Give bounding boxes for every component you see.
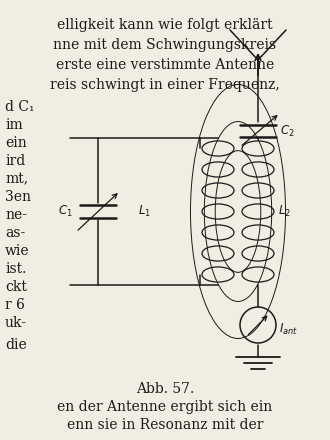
Text: Abb. 57.: Abb. 57.: [136, 382, 194, 396]
Text: ne-: ne-: [5, 208, 27, 222]
Text: r 6: r 6: [5, 298, 25, 312]
Text: elligkeit kann wie folgt erklärt: elligkeit kann wie folgt erklärt: [57, 18, 273, 32]
Text: mt,: mt,: [5, 172, 28, 186]
Text: $C_2$: $C_2$: [280, 124, 295, 139]
Text: ein: ein: [5, 136, 27, 150]
Text: d C₁: d C₁: [5, 100, 35, 114]
Text: ckt: ckt: [5, 280, 27, 294]
Text: wie: wie: [5, 244, 30, 258]
Text: $L_1$: $L_1$: [139, 204, 151, 219]
Text: die: die: [5, 338, 27, 352]
Text: nne mit dem Schwingungskreis: nne mit dem Schwingungskreis: [53, 38, 277, 52]
Text: $L_2$: $L_2$: [278, 204, 291, 219]
Text: ist.: ist.: [5, 262, 26, 276]
Text: uk-: uk-: [5, 316, 27, 330]
Text: ird: ird: [5, 154, 25, 168]
Text: $I_{ant}$: $I_{ant}$: [279, 322, 298, 337]
Text: erste eine verstimmte Antenne: erste eine verstimmte Antenne: [56, 58, 274, 72]
Text: as-: as-: [5, 226, 25, 240]
Text: 3en: 3en: [5, 190, 31, 204]
Text: $C_1$: $C_1$: [58, 204, 73, 219]
Text: enn sie in Resonanz mit der: enn sie in Resonanz mit der: [67, 418, 263, 432]
Text: im: im: [5, 118, 23, 132]
Text: reis schwingt in einer Frequenz,: reis schwingt in einer Frequenz,: [50, 78, 280, 92]
Text: en der Antenne ergibt sich ein: en der Antenne ergibt sich ein: [57, 400, 273, 414]
